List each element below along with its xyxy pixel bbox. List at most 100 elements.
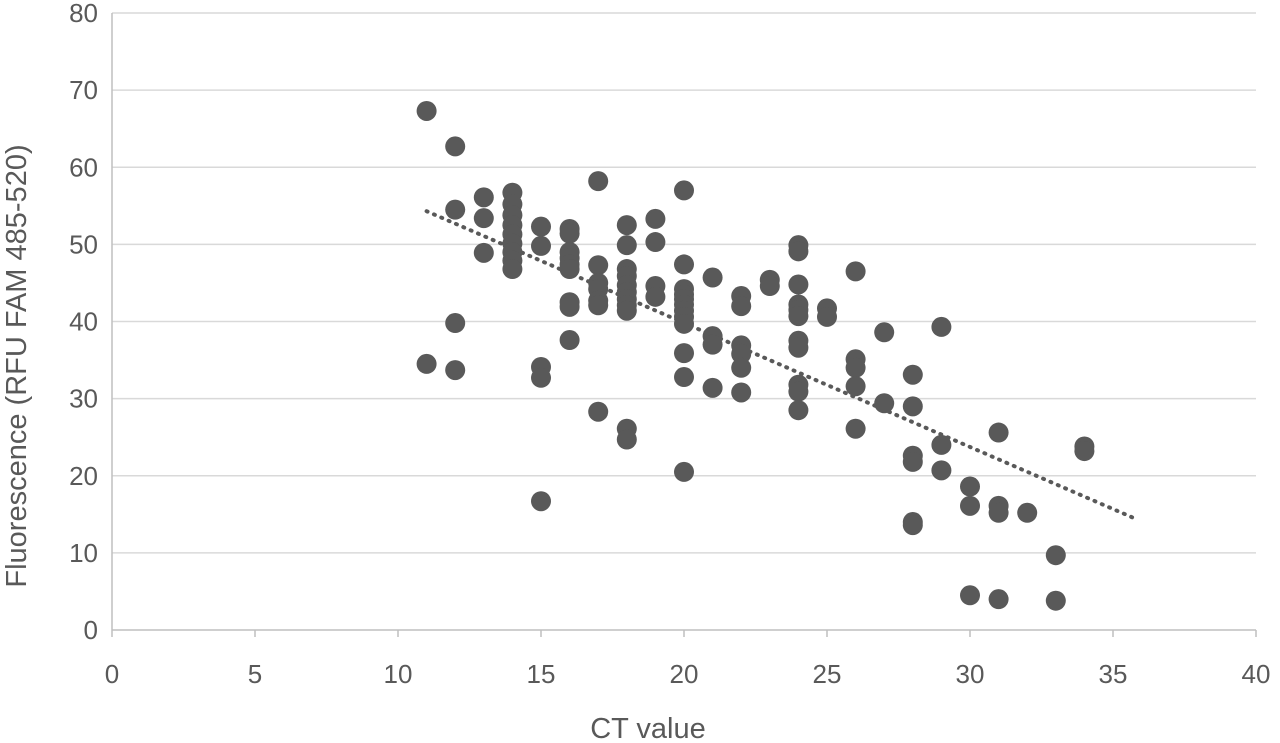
data-point	[674, 180, 694, 201]
x-tick-label: 15	[527, 659, 556, 689]
y-tick-label: 50	[69, 229, 98, 259]
y-tick-label: 0	[84, 615, 98, 645]
data-point	[931, 434, 952, 455]
data-point	[845, 261, 866, 282]
y-tick-label: 70	[69, 75, 98, 105]
data-point	[502, 259, 523, 280]
data-point	[845, 357, 866, 378]
trendline-layer	[424, 209, 1138, 521]
data-point	[645, 232, 666, 253]
data-point	[702, 377, 723, 398]
y-tick-label: 20	[69, 461, 98, 491]
data-point	[416, 353, 437, 374]
data-point	[845, 376, 866, 397]
axes	[111, 13, 1257, 637]
data-point	[674, 313, 694, 334]
gridlines	[112, 12, 1256, 554]
data-point	[588, 255, 609, 276]
data-point	[788, 337, 809, 358]
data-point	[445, 199, 466, 220]
data-point	[588, 171, 609, 192]
x-tick-label: 30	[956, 659, 985, 689]
data-point	[445, 313, 466, 334]
data-point	[616, 215, 637, 236]
data-point	[874, 393, 895, 414]
data-point	[674, 461, 694, 482]
data-point	[674, 254, 694, 275]
x-axis-title: CT value	[590, 713, 706, 743]
data-point	[473, 242, 494, 263]
data-point	[531, 216, 551, 237]
data-point	[759, 276, 780, 297]
data-point	[531, 235, 551, 256]
data-point	[1045, 590, 1066, 611]
data-point	[559, 259, 580, 280]
data-point	[960, 585, 980, 606]
data-point	[902, 451, 923, 472]
data-point	[960, 495, 980, 516]
data-point	[674, 367, 694, 388]
data-point	[645, 286, 666, 307]
data-point	[531, 367, 551, 388]
x-tick-label: 10	[384, 659, 413, 689]
data-point	[731, 357, 752, 378]
data-point	[817, 306, 837, 327]
x-tick-label: 40	[1242, 659, 1271, 689]
data-point	[416, 100, 437, 121]
data-point	[988, 422, 1009, 443]
data-point	[1074, 441, 1095, 462]
data-point	[960, 476, 980, 497]
data-points	[416, 100, 1095, 611]
data-point	[702, 267, 723, 288]
y-axis-title: Fluorescence (RFU FAM 485-520)	[1, 144, 33, 587]
y-tick-label: 30	[69, 384, 98, 414]
data-point	[902, 364, 923, 385]
data-point	[731, 343, 752, 364]
x-tick-label: 0	[105, 659, 119, 689]
data-point	[559, 223, 580, 244]
y-tick-label: 40	[69, 307, 98, 337]
data-point	[445, 136, 466, 157]
data-point	[645, 208, 666, 229]
data-point	[559, 330, 580, 351]
y-tick-label: 10	[69, 538, 98, 568]
x-tick-label: 20	[670, 659, 699, 689]
data-point	[674, 343, 694, 364]
data-point	[788, 381, 809, 402]
data-point	[788, 306, 809, 327]
x-tick-label: 25	[813, 659, 842, 689]
data-point	[874, 322, 895, 343]
data-point	[931, 460, 952, 481]
data-point	[788, 400, 809, 421]
data-point	[845, 418, 866, 439]
x-tick-label: 35	[1099, 659, 1128, 689]
data-point	[588, 295, 609, 316]
data-point	[616, 235, 637, 256]
data-point	[902, 396, 923, 417]
y-tick-label: 80	[69, 0, 98, 28]
data-point	[702, 334, 723, 355]
tick-labels: 0 10 20 30 40 50 60 70 80 0 5 10 15 20 25 30 35 40	[69, 0, 1270, 689]
data-point	[788, 241, 809, 262]
data-point	[531, 491, 551, 512]
data-point	[988, 589, 1009, 610]
data-point	[788, 274, 809, 295]
data-point	[616, 429, 637, 450]
data-point	[616, 300, 637, 321]
data-point	[473, 187, 494, 208]
data-point	[588, 401, 609, 422]
data-point	[559, 296, 580, 317]
trendline	[424, 209, 1138, 521]
data-point	[731, 296, 752, 317]
x-tick-label: 5	[248, 659, 262, 689]
data-point	[1045, 545, 1066, 566]
data-point	[988, 502, 1009, 523]
data-point	[1017, 502, 1038, 523]
data-point	[731, 382, 752, 403]
data-point	[473, 208, 494, 229]
data-point	[445, 360, 466, 381]
y-tick-label: 60	[69, 152, 98, 182]
data-point	[902, 515, 923, 536]
data-point	[931, 316, 952, 337]
